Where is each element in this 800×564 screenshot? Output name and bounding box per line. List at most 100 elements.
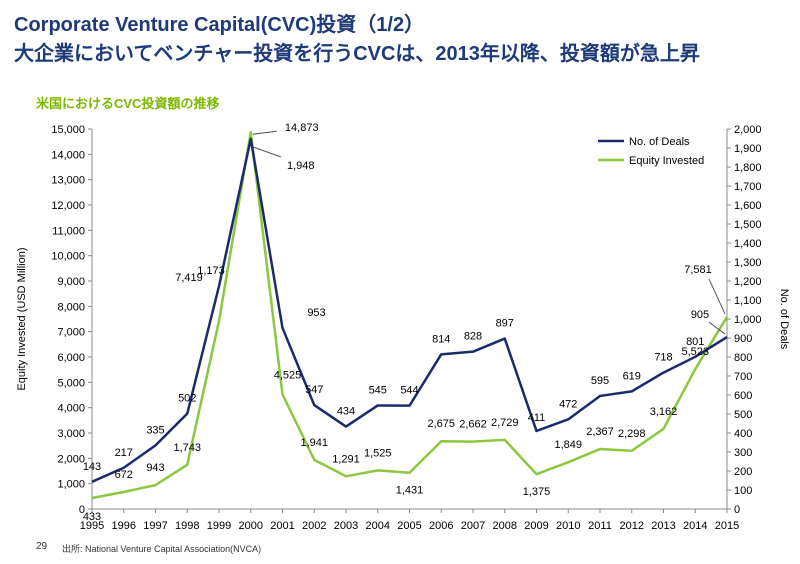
deals-data-label: 619 xyxy=(623,370,641,382)
y-tick-label-right: 1,000 xyxy=(734,314,762,326)
deals-data-label: 1,173 xyxy=(197,265,225,277)
y-tick-label-right: 300 xyxy=(734,447,752,459)
x-tick-label: 2005 xyxy=(397,520,421,532)
x-tick-label: 2007 xyxy=(461,520,485,532)
y-tick-label-left: 11,000 xyxy=(52,225,85,237)
deals-data-label: 143 xyxy=(83,461,101,473)
page-title: Corporate Venture Capital(CVC)投資（1/2） xyxy=(14,14,425,36)
y-tick-label-left: 1,000 xyxy=(57,479,85,491)
x-tick-label: 1995 xyxy=(80,520,104,532)
leader-line-equity-2015 xyxy=(708,278,726,315)
equity-data-label: 3,162 xyxy=(650,406,678,418)
y-tick-label-left: 4,000 xyxy=(57,403,85,415)
equity-data-label: 7,419 xyxy=(175,272,203,284)
equity-data-label: 1,375 xyxy=(523,486,551,498)
equity-data-label: 433 xyxy=(83,511,101,523)
deals-data-label: 801 xyxy=(686,336,704,348)
equity-data-label: 4,525 xyxy=(274,369,302,381)
y-tick-label-left: 5,000 xyxy=(57,377,85,389)
y-tick-label-left: 3,000 xyxy=(57,428,85,440)
equity-data-label: 2,298 xyxy=(618,428,646,440)
y-tick-label-left: 14,000 xyxy=(51,149,85,161)
y-tick-label-right: 1,600 xyxy=(734,200,762,212)
no-of-deals-line xyxy=(91,137,728,483)
legend-label-equity: Equity Invested xyxy=(629,155,704,167)
x-tick-label: 2000 xyxy=(239,520,263,532)
equity-data-label: 14,873 xyxy=(285,122,319,134)
y-tick-label-left: 9,000 xyxy=(57,276,85,288)
equity-data-label: 672 xyxy=(115,469,133,481)
x-tick-label: 1996 xyxy=(112,520,136,532)
x-tick-label: 2003 xyxy=(334,520,358,532)
equity-data-label: 1,291 xyxy=(332,453,360,465)
equity-data-label: 2,367 xyxy=(586,426,614,438)
y-tick-label-right: 200 xyxy=(734,466,752,478)
y-tick-label-right: 0 xyxy=(734,504,740,516)
equity-data-label: 2,662 xyxy=(459,419,487,431)
deals-data-label: 434 xyxy=(337,406,355,418)
x-tick-label: 2012 xyxy=(620,520,644,532)
y-tick-label-right: 1,300 xyxy=(734,257,762,269)
deals-data-label: 718 xyxy=(654,352,672,364)
y-tick-label-left: 10,000 xyxy=(51,251,85,263)
y-tick-label-right: 800 xyxy=(734,352,752,364)
x-tick-label: 2006 xyxy=(429,520,453,532)
x-tick-label: 2010 xyxy=(556,520,580,532)
x-tick-label: 2014 xyxy=(683,520,707,532)
deals-data-label: 814 xyxy=(432,333,450,345)
chart-title: 米国におけるCVC投資額の推移 xyxy=(36,96,220,111)
y-tick-label-right: 100 xyxy=(734,485,752,497)
chart-data-labels: 143 217 335 502 1,173 1,948 953 547 434 545 544 814… xyxy=(83,122,726,523)
x-tick-label: 2013 xyxy=(651,520,675,532)
y-tick-label-right: 2,000 xyxy=(734,124,762,136)
y-tick-label-right: 1,100 xyxy=(734,295,762,307)
deals-data-label: 595 xyxy=(591,375,609,387)
equity-data-label: 1,941 xyxy=(300,437,328,449)
deals-data-label: 828 xyxy=(464,331,482,343)
chart-series-lines xyxy=(91,130,729,500)
deals-data-label: 217 xyxy=(115,447,133,459)
page-number: 29 xyxy=(36,541,48,552)
deals-data-label: 953 xyxy=(307,307,325,319)
deals-data-label: 335 xyxy=(146,424,164,436)
x-tick-label: 2015 xyxy=(715,520,739,532)
deals-data-label: 544 xyxy=(400,385,418,397)
y-tick-label-left: 8,000 xyxy=(57,301,85,313)
y-tick-label-left: 7,000 xyxy=(57,327,85,339)
equity-invested-line xyxy=(91,130,729,500)
y-tick-label-right: 1,200 xyxy=(734,276,762,288)
equity-data-label: 943 xyxy=(146,462,164,474)
deals-data-label: 547 xyxy=(305,384,323,396)
y-tick-label-right: 1,400 xyxy=(734,238,762,250)
y-tick-label-right: 400 xyxy=(734,428,752,440)
deals-data-label: 1,948 xyxy=(287,160,315,172)
deals-data-label: 502 xyxy=(178,393,196,405)
x-tick-label: 2011 xyxy=(588,520,612,532)
leader-line-deals-2015 xyxy=(708,321,726,335)
y-tick-label-right: 600 xyxy=(734,390,752,402)
x-tick-label: 2001 xyxy=(270,520,294,532)
y-tick-label-right: 700 xyxy=(734,371,752,383)
y-tick-label-right: 500 xyxy=(734,409,752,421)
y-tick-label-right: 1,500 xyxy=(734,219,762,231)
source-note: 出所: National Venture Capital Association… xyxy=(62,544,262,554)
equity-data-label: 1,525 xyxy=(364,447,392,459)
equity-data-label: 5,523 xyxy=(681,346,709,358)
page-subtitle: 大企業においてベンチャー投資を行うCVCは、2013年以降、投資額が急上昇 xyxy=(14,43,700,65)
x-tick-label: 1998 xyxy=(175,520,199,532)
equity-data-label: 2,729 xyxy=(491,417,519,429)
y-axis-title-right: No. of Deals xyxy=(778,289,790,350)
y-tick-label-right: 1,700 xyxy=(734,181,762,193)
equity-data-label: 1,743 xyxy=(173,442,201,454)
deals-data-label: 897 xyxy=(496,318,514,330)
leader-line-deals-2000 xyxy=(252,146,281,158)
y-tick-label-left: 12,000 xyxy=(51,200,85,212)
y-tick-label-right: 1,900 xyxy=(734,143,762,155)
x-tick-label: 2008 xyxy=(493,520,517,532)
y-tick-label-left: 2,000 xyxy=(57,453,85,465)
y-tick-label-left: 13,000 xyxy=(51,175,85,187)
leader-line-equity-2000 xyxy=(252,130,277,135)
equity-data-label: 1,849 xyxy=(554,439,582,451)
x-tick-label: 2009 xyxy=(524,520,548,532)
